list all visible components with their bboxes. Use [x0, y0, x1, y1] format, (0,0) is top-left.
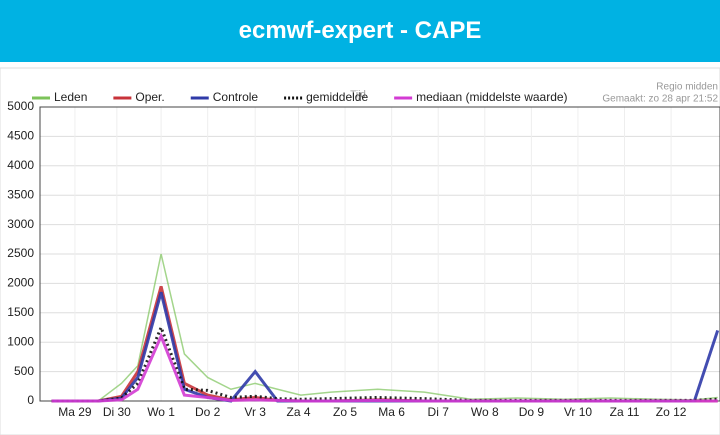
subtitle: Regio midden: [656, 82, 718, 93]
series-line: [51, 332, 718, 403]
x-tick-label: Vr 3: [244, 405, 266, 419]
y-tick-label: 4000: [7, 158, 34, 172]
x-tick-label: Do 9: [519, 405, 545, 419]
series-line: [51, 253, 718, 402]
x-tick-label: Za 4: [286, 405, 310, 419]
x-tick-label: Vr 10: [564, 405, 593, 419]
legend-label: Controle: [213, 90, 259, 104]
y-tick-label: 2000: [7, 276, 34, 290]
y-tick-label: 1500: [7, 305, 34, 319]
y-tick-label: 3500: [7, 187, 34, 201]
series-line: [51, 323, 718, 403]
chart: Regio midden Gemaakt: zo 28 apr 21:52 Ti…: [0, 67, 720, 435]
y-tick-label: 2500: [7, 246, 34, 260]
x-tick-label: Ma 29: [58, 405, 92, 419]
y-tick-label: 500: [14, 364, 34, 378]
note: Gemaakt: zo 28 apr 21:52: [602, 94, 718, 105]
x-tick-label: Di 30: [103, 405, 131, 419]
legend-label: mediaan (middelste waarde): [416, 90, 567, 104]
x-tick-label: Za 11: [610, 405, 640, 419]
legend-label: Leden: [54, 90, 87, 104]
x-axis-label: Tijd: [350, 90, 366, 101]
y-tick-label: 5000: [7, 99, 34, 113]
x-tick-label: Ma 6: [378, 405, 405, 419]
x-tick-label: Wo 8: [471, 405, 499, 419]
x-tick-label: Wo 1: [147, 405, 175, 419]
legend-label: gemiddelde: [306, 90, 368, 104]
y-tick-label: 0: [27, 393, 34, 407]
y-tick-label: 1000: [7, 334, 34, 348]
x-tick-label: Zo 12: [656, 405, 687, 419]
chart-frame: [0, 67, 720, 435]
x-tick-label: Di 7: [428, 405, 450, 419]
x-tick-label: Do 2: [195, 405, 221, 419]
y-tick-label: 3000: [7, 217, 34, 231]
banner-title: ecmwf-expert - CAPE: [0, 0, 720, 62]
y-tick-label: 4500: [7, 129, 34, 143]
legend-label: Oper.: [135, 90, 164, 104]
x-tick-label: Zo 5: [333, 405, 357, 419]
